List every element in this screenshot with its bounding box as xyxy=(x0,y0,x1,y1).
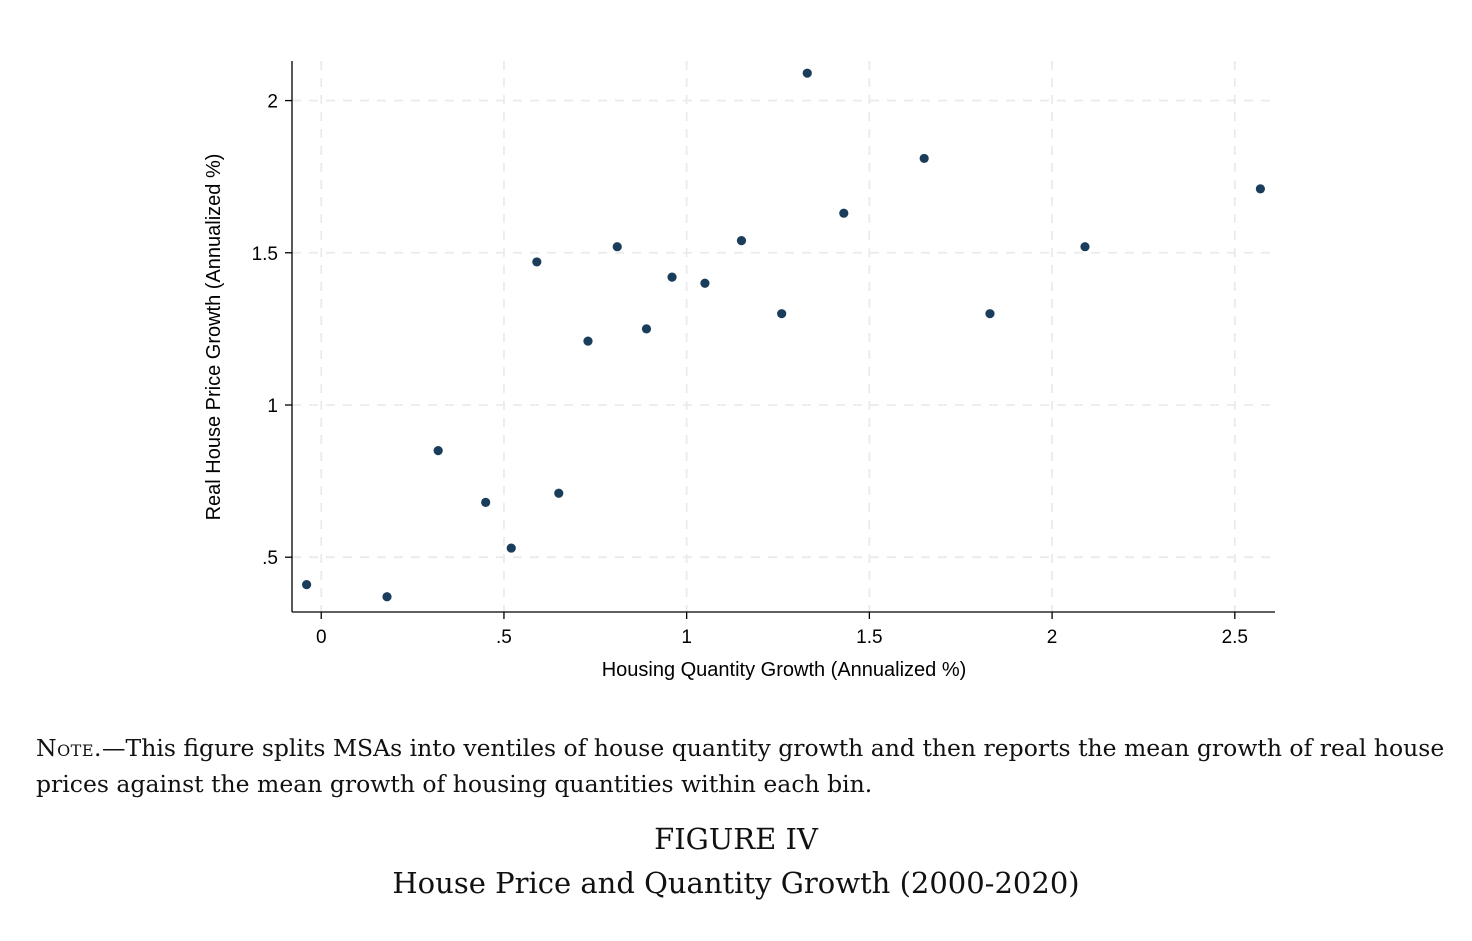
figure-note: Note.—This figure splits MSAs into venti… xyxy=(36,730,1446,802)
x-tick-label: 0 xyxy=(316,627,327,648)
scatter-point xyxy=(433,446,443,456)
scatter-point xyxy=(506,543,516,553)
scatter-point xyxy=(839,208,849,218)
scatter-point xyxy=(612,242,622,252)
points-layer xyxy=(302,68,1265,602)
scatter-point xyxy=(641,324,652,334)
scatter-point xyxy=(667,272,677,282)
scatter-point xyxy=(532,257,542,267)
scatter-point xyxy=(302,580,312,590)
scatter-point xyxy=(700,278,710,288)
scatter-point xyxy=(382,592,392,602)
y-tick-label: 1 xyxy=(267,396,278,417)
x-tick-label: 2 xyxy=(1047,627,1058,648)
scatter-point xyxy=(802,68,812,78)
scatter-point xyxy=(736,236,747,246)
x-axis-title: Housing Quantity Growth (Annualized %) xyxy=(602,659,967,681)
note-label: Note. xyxy=(36,734,103,762)
scatter-point xyxy=(1080,242,1090,252)
note-text: —This figure splits MSAs into ventiles o… xyxy=(36,734,1445,798)
y-tick-label: .5 xyxy=(262,548,278,569)
scatter-point xyxy=(583,336,593,346)
figure-number: FIGURE IV xyxy=(654,822,818,856)
x-tick-label: 2.5 xyxy=(1222,627,1248,648)
x-tick-label: 1.5 xyxy=(856,627,882,648)
y-axis-title: Real House Price Growth (Annualized %) xyxy=(203,154,225,521)
grid-layer xyxy=(292,61,1275,612)
scatter-point xyxy=(1255,184,1265,194)
scatter-point xyxy=(777,309,787,319)
scatter-point xyxy=(919,153,929,164)
scatter-point xyxy=(985,309,995,319)
y-tick-label: 1.5 xyxy=(252,244,278,265)
x-tick-label: .5 xyxy=(496,627,512,648)
scatter-point xyxy=(481,497,491,508)
x-tick-label: 1 xyxy=(681,627,692,648)
figure-title: House Price and Quantity Growth (2000-20… xyxy=(392,866,1080,900)
ticks-layer: 0 .5 1 1.5 2 2.5 .5 1 1.5 2 xyxy=(252,92,1248,648)
axes-layer xyxy=(291,61,1275,613)
scatter-point xyxy=(554,488,564,498)
scatter-chart: 0 .5 1 1.5 2 2.5 .5 1 1.5 2 Housing Quantity Grow… xyxy=(203,61,1275,681)
y-tick-label: 2 xyxy=(267,92,278,113)
